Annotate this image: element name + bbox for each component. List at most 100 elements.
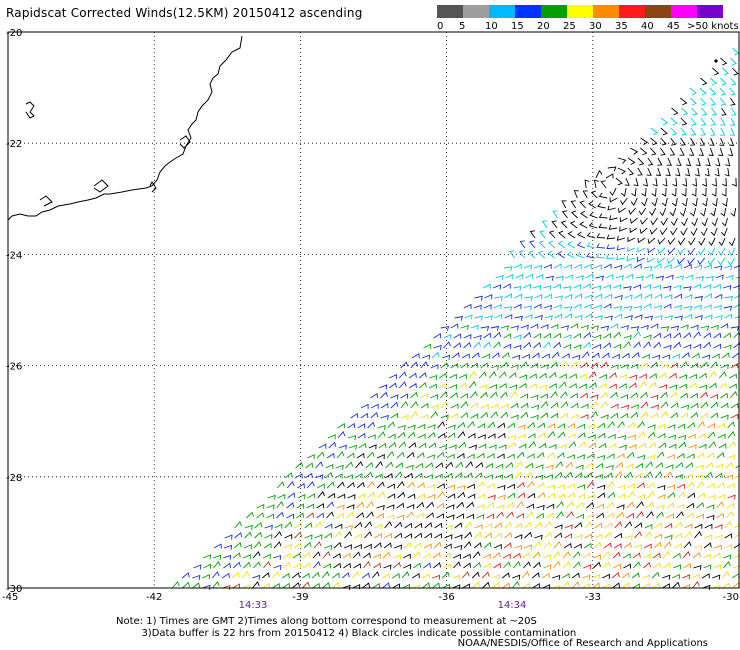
wind-barb	[659, 384, 668, 390]
wind-barb	[630, 411, 639, 419]
wind-barb	[575, 275, 584, 281]
wind-barb	[366, 481, 375, 489]
wind-barb	[576, 251, 585, 259]
wind-barb	[510, 390, 518, 399]
wind-barb	[637, 257, 645, 263]
wind-barb	[496, 511, 504, 519]
wind-barb	[727, 421, 736, 429]
wind-barb	[254, 531, 263, 539]
wind-barb	[520, 324, 529, 330]
wind-barb	[636, 501, 644, 509]
wind-barb	[332, 581, 340, 589]
wind-barb	[457, 431, 466, 439]
wind-barb	[664, 534, 673, 540]
wind-barb	[719, 97, 727, 106]
wind-barb	[566, 501, 574, 509]
wind-barb	[525, 273, 534, 279]
wind-barb	[440, 326, 450, 332]
wind-barb	[699, 87, 707, 96]
wind-barb	[503, 333, 512, 339]
wind-barb	[684, 294, 693, 300]
wind-barb	[573, 303, 582, 309]
wind-barb	[362, 582, 371, 589]
wind-barb	[473, 341, 482, 349]
wind-barb	[203, 563, 211, 569]
wind-barb	[213, 561, 221, 569]
wind-barb	[683, 305, 693, 311]
wind-barb	[632, 583, 641, 589]
coastline-bay	[93, 179, 109, 193]
wind-barb	[596, 233, 606, 239]
wind-barb	[661, 187, 667, 197]
wind-barb	[680, 127, 687, 136]
wind-barb	[503, 306, 513, 312]
wind-barb	[728, 373, 737, 379]
wind-barb	[334, 523, 343, 529]
wind-barb	[657, 157, 663, 166]
wind-barb	[478, 443, 487, 449]
wind-barb	[653, 332, 662, 339]
wind-barb	[590, 325, 600, 331]
wind-barb	[503, 542, 512, 549]
wind-barb	[450, 323, 459, 329]
wind-barb	[524, 521, 533, 529]
wind-barb	[653, 541, 662, 549]
notes-line-1: Note: 1) Times are GMT 2)Times along bot…	[116, 616, 537, 627]
wind-barb	[647, 157, 654, 166]
wind-barb	[526, 511, 534, 519]
wind-barb	[677, 491, 686, 499]
wind-barb	[428, 383, 437, 389]
wind-barb	[357, 423, 366, 429]
wind-barb	[587, 423, 596, 429]
wind-barb	[483, 332, 492, 339]
wind-barb	[718, 237, 726, 247]
wind-barb	[604, 531, 613, 539]
wind-barb	[481, 353, 490, 359]
wind-barb	[553, 540, 562, 549]
wind-barb	[517, 434, 526, 440]
wind-barb	[624, 471, 633, 479]
wind-barb	[534, 474, 544, 480]
wind-barb	[600, 391, 608, 399]
wind-barb	[593, 334, 602, 340]
wind-barb	[314, 534, 323, 540]
wind-barb	[540, 363, 549, 370]
wind-barb	[609, 197, 618, 203]
wind-barb	[482, 581, 490, 589]
wind-barb	[440, 401, 449, 409]
wind-barb	[557, 251, 565, 259]
wind-barb	[584, 472, 593, 479]
wind-barb	[505, 273, 514, 280]
wind-barb	[531, 572, 540, 579]
wind-barb	[455, 461, 464, 469]
wind-barb	[644, 315, 654, 321]
wind-barb	[690, 324, 699, 330]
wind-barb	[543, 285, 552, 291]
wind-barb	[494, 313, 503, 320]
wind-barb	[477, 434, 486, 440]
wind-barb	[624, 177, 630, 186]
wind-barb	[617, 157, 627, 164]
wind-barb	[707, 257, 716, 266]
wind-barb	[670, 391, 678, 399]
wind-barb	[533, 341, 542, 349]
wind-barb	[637, 431, 646, 439]
colorbar-swatch	[489, 5, 515, 18]
wind-barb	[401, 571, 410, 579]
wind-barb	[540, 401, 549, 409]
wind-barb	[546, 503, 555, 509]
wind-barb	[616, 504, 625, 510]
wind-barb	[654, 314, 663, 321]
wind-barb	[726, 511, 734, 519]
wind-barb	[683, 332, 692, 339]
wind-barb	[507, 483, 515, 489]
wind-barb	[733, 303, 740, 309]
wind-barb	[648, 381, 657, 389]
wind-barb	[653, 304, 662, 311]
wind-barb	[508, 250, 516, 259]
wind-barb	[326, 501, 335, 509]
wind-barb	[663, 344, 672, 350]
wind-barb	[446, 514, 455, 520]
colorbar-swatch	[645, 5, 671, 18]
